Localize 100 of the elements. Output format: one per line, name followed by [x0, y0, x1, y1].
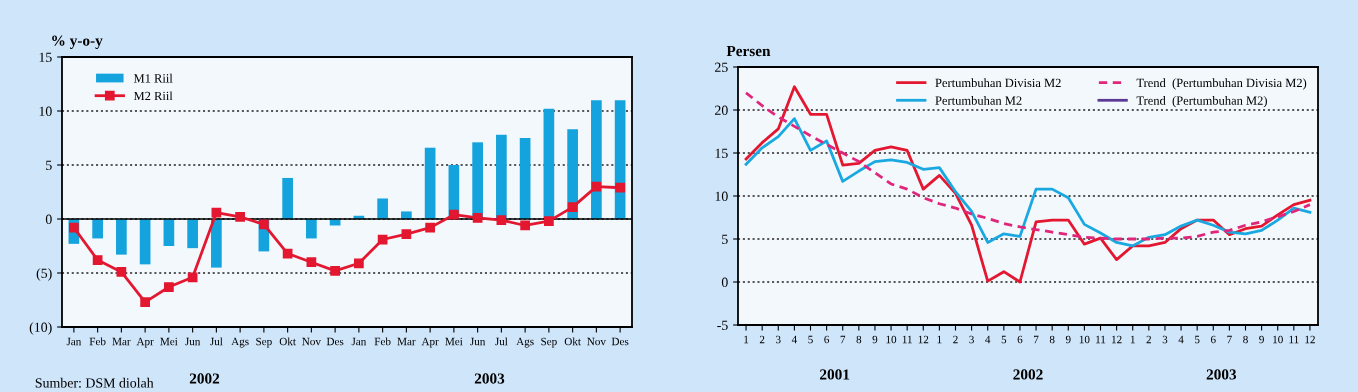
bar — [424, 147, 436, 219]
point — [496, 215, 507, 225]
x-tick-label: Des — [611, 337, 629, 346]
x-tick-label: Okt — [279, 337, 296, 346]
point — [472, 213, 483, 223]
x-tick-label: 10 — [1079, 335, 1090, 344]
x-tick-label: Ags — [231, 337, 249, 348]
y-tick-label: 15 — [39, 52, 52, 62]
x-tick-label: Sep — [541, 337, 557, 348]
x-tick-label: 11 — [1289, 335, 1299, 344]
x-tick-label: Mar — [397, 337, 416, 346]
bar — [496, 134, 507, 219]
x-tick-label: 4 — [985, 335, 991, 344]
x-tick-label: Mei — [160, 337, 178, 346]
point — [306, 257, 317, 268]
point — [116, 267, 127, 277]
legend-label: Pertumbuhan Divisia M2 — [935, 78, 1061, 88]
x-tick-label: 1 — [937, 335, 942, 344]
x-tick-label: 1 — [1130, 335, 1135, 344]
y-tick-label: 5 — [722, 234, 728, 244]
x-tick-label: Ags — [516, 337, 534, 348]
y-tick-label: 15 — [715, 148, 728, 158]
x-tick-label: 7 — [1034, 335, 1039, 344]
y-tick-label: (10) — [29, 322, 52, 335]
y-tick-label: 0 — [721, 277, 728, 287]
x-tick-label: Sep — [256, 337, 272, 348]
x-tick-label: 6 — [824, 335, 830, 344]
y-tick-label: 0 — [45, 214, 52, 224]
x-tick-label: 2 — [1146, 335, 1151, 344]
x-tick-label: Mar — [112, 337, 131, 346]
text: Sumber: DSM diolah — [35, 377, 154, 388]
bar — [163, 219, 175, 246]
x-tick-label: 9 — [1259, 335, 1264, 344]
point — [164, 282, 174, 292]
bar — [519, 138, 531, 219]
point — [615, 182, 625, 193]
x-tick-label: Feb — [374, 337, 391, 346]
line-series — [744, 91, 1312, 241]
x-tick-label: 5 — [1195, 335, 1200, 344]
point — [520, 220, 530, 231]
legend-label: Trend (Pertumbuhan M2) — [1136, 95, 1267, 108]
point — [259, 219, 269, 230]
x-tick-label: 7 — [840, 335, 846, 344]
x-tick-label: 6 — [1210, 335, 1216, 344]
x-tick-label: 12 — [918, 335, 929, 344]
line-series — [744, 117, 1312, 248]
x-tick-label: 9 — [872, 335, 878, 344]
bar — [591, 100, 602, 219]
bar — [187, 219, 198, 249]
x-tick-label: Feb — [89, 337, 106, 346]
point — [92, 255, 103, 265]
y-tick-label: 5 — [46, 160, 52, 170]
x-tick-label: Apr — [136, 337, 154, 348]
x-tick-label: 3 — [969, 335, 974, 344]
x-tick-label: Jul — [210, 337, 223, 346]
point — [187, 272, 198, 283]
x-tick-label: Mei — [445, 337, 463, 346]
x-tick-label: Nov — [302, 337, 321, 346]
x-tick-label: 12 — [1112, 335, 1122, 344]
bar — [139, 219, 151, 265]
x-tick-label: Nov — [587, 337, 606, 346]
x-tick-label: 7 — [1227, 335, 1232, 344]
x-tick-label: 8 — [856, 335, 862, 344]
y-axis-title: % y-o-y — [52, 35, 103, 49]
y-axis-title: Persen — [726, 46, 771, 57]
x-tick-label: Jan — [351, 337, 367, 346]
x-tick-label: Jun — [470, 337, 486, 346]
bar — [116, 219, 127, 255]
y-tick-label: (5) — [36, 268, 52, 281]
x-tick-label: Jan — [66, 337, 82, 346]
x-tick-label: 11 — [1096, 335, 1106, 344]
legend-label: M1 Riil — [133, 73, 173, 83]
x-tick-label: 4 — [1178, 335, 1184, 344]
bar — [472, 142, 483, 219]
x-tick-label: 12 — [1305, 335, 1315, 344]
x-tick-label: 2 — [953, 335, 958, 344]
bar — [306, 219, 317, 239]
x-tick-label: 4 — [791, 335, 797, 344]
x-tick-label: 3 — [1162, 335, 1168, 344]
legend-label: M2 Riil — [133, 91, 173, 101]
y-tick-label: 20 — [715, 105, 728, 115]
x-tick-label: 6 — [1017, 335, 1023, 344]
legend-label: Trend (Pertumbuhan Divisia M2) — [1136, 78, 1307, 90]
x-tick-label: 3 — [776, 335, 781, 344]
bar — [211, 219, 222, 268]
x-tick-label: 9 — [1065, 335, 1071, 344]
x-tick-label: 5 — [1001, 335, 1007, 344]
x-tick-label: 1 — [744, 335, 749, 344]
point — [330, 265, 340, 276]
point — [140, 297, 150, 308]
bar — [282, 177, 293, 219]
text: 2003 — [474, 373, 505, 384]
text: 2002 — [1013, 369, 1043, 380]
text: 2002 — [189, 373, 220, 384]
point — [401, 229, 412, 239]
x-tick-label: 5 — [808, 335, 813, 344]
x-tick-label: Des — [326, 337, 344, 346]
x-tick-label: Okt — [564, 337, 581, 346]
bar — [92, 219, 103, 239]
x-tick-label: Apr — [421, 337, 439, 348]
